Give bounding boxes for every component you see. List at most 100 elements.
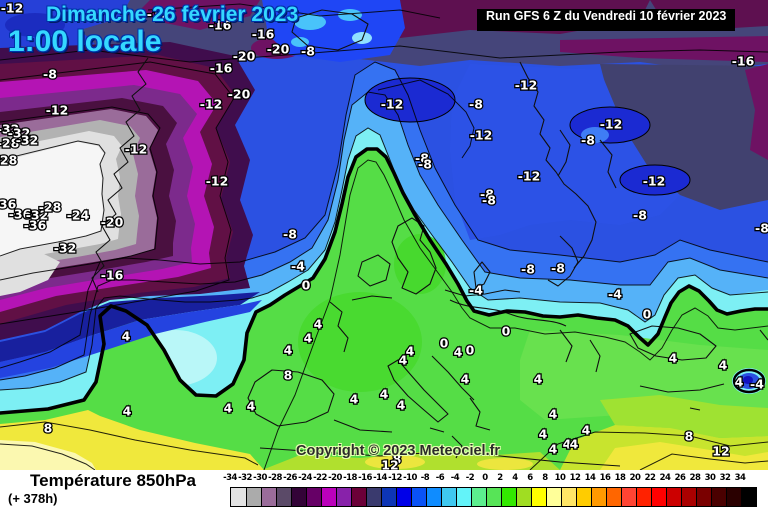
scale-swatch — [546, 488, 561, 506]
temperature-labels: -12 -16-16-20-8-12-16-20-12-12-16-20 -8-16… — [0, 0, 768, 471]
temp-label: -32 — [26, 208, 49, 223]
temp-label: 4 — [669, 351, 678, 366]
temp-label: -28 — [0, 153, 17, 168]
scale-tick: -12 — [388, 473, 402, 483]
temp-label: -36 — [0, 197, 17, 212]
temp-label: 4 — [284, 343, 293, 358]
temp-label: 0 — [440, 336, 449, 351]
temp-label: -12 — [46, 103, 69, 118]
scale-swatch — [276, 488, 291, 506]
scale-tick: 22 — [644, 473, 656, 483]
temp-label: -8 — [755, 221, 768, 236]
temp-label: 4 — [397, 398, 406, 413]
temp-label: -4 — [750, 377, 764, 392]
scale-swatch — [366, 488, 381, 506]
scale-swatch — [531, 488, 546, 506]
scale-tick: 16 — [599, 473, 611, 483]
scale-swatch — [651, 488, 666, 506]
scale-swatch — [321, 488, 336, 506]
temp-label: -8 — [551, 261, 565, 276]
temp-label: 4 — [570, 437, 579, 452]
scale-tick: -24 — [298, 473, 312, 483]
temp-label: -36 — [9, 207, 32, 222]
scale-tick: -20 — [328, 473, 342, 483]
temp-label: -12 — [1, 1, 24, 16]
scale-tick: -22 — [313, 473, 327, 483]
temp-label: 4 — [122, 329, 131, 344]
scale-swatch — [696, 488, 711, 506]
temp-label: -12 — [518, 169, 541, 184]
temp-label: -8 — [633, 208, 647, 223]
temp-label: -4 — [291, 259, 305, 274]
temp-label: -16 — [252, 27, 275, 42]
temp-label: 4 — [539, 427, 548, 442]
scale-swatch — [606, 488, 621, 506]
temperature-map-svg: -12 -16-16-20-8-12-16-20-12-12-16-20 -8-16… — [0, 0, 768, 470]
forecast-time: 1:00 locale — [8, 25, 162, 58]
scale-tick: 18 — [614, 473, 626, 483]
greenland-cold-core — [0, 42, 262, 378]
temp-label: 8 — [44, 421, 53, 436]
scale-tick: -2 — [465, 473, 475, 483]
temp-label: -16 — [147, 7, 170, 22]
temp-label: -8 — [418, 157, 432, 172]
temp-label: -8 — [301, 44, 315, 59]
scale-swatch — [561, 488, 576, 506]
temp-label: 4 — [563, 437, 572, 452]
map-title: Température 850hPa — [30, 471, 196, 490]
temp-label: -32 — [8, 126, 31, 141]
scale-tick: 6 — [527, 473, 533, 483]
scale-tick: 10 — [554, 473, 566, 483]
temp-label: -20 — [101, 215, 124, 230]
temp-label: -16 — [732, 54, 755, 69]
scale-swatch — [471, 488, 486, 506]
temp-label: -8 — [581, 133, 595, 148]
scale-swatch — [591, 488, 606, 506]
temp-label: -12 — [206, 174, 229, 189]
cold-pocket — [732, 368, 766, 394]
scale-swatch — [636, 488, 651, 506]
scale-tick: 26 — [674, 473, 686, 483]
temp-label: -8 — [482, 193, 496, 208]
scale-tick: -18 — [343, 473, 357, 483]
scale-swatch — [501, 488, 516, 506]
arctic-air-band — [0, 0, 768, 240]
temp-label: -12 — [381, 97, 404, 112]
temp-label: -12 — [470, 128, 493, 143]
temp-label: 4 — [314, 317, 323, 332]
lead-time: (+ 378h) — [8, 491, 58, 506]
scale-tick: -28 — [268, 473, 282, 483]
temp-label: -8 — [480, 187, 494, 202]
scale-tick: 4 — [512, 473, 518, 483]
scale-swatch — [441, 488, 456, 506]
scale-tick: -10 — [403, 473, 417, 483]
temp-label: -32 — [16, 133, 39, 148]
temp-label: 4 — [304, 331, 313, 346]
temp-label: -12 — [643, 174, 666, 189]
scale-swatch — [411, 488, 426, 506]
temp-label: -8 — [469, 97, 483, 112]
scale-tick: 14 — [584, 473, 596, 483]
temp-label: 0 — [466, 343, 475, 358]
temp-label: 12 — [712, 444, 729, 459]
scale-tick: -16 — [358, 473, 372, 483]
scale-swatch — [516, 488, 531, 506]
scale-swatch — [711, 488, 726, 506]
temp-label: -16 — [210, 61, 233, 76]
scale-tick: -26 — [283, 473, 297, 483]
temp-label: 4 — [454, 345, 463, 360]
scale-tick: 8 — [542, 473, 548, 483]
scale-tick: 32 — [719, 473, 731, 483]
warm-sector — [0, 149, 768, 470]
scale-swatch — [621, 488, 636, 506]
temp-label: 12 — [381, 458, 398, 471]
temp-label: -32 — [54, 241, 77, 256]
temp-label: -8 — [415, 151, 429, 166]
scale-tick: 2 — [497, 473, 503, 483]
zero-isotherm-line — [0, 147, 768, 415]
scale-tick: -32 — [238, 473, 252, 483]
isotherm-contours — [0, 3, 768, 470]
temp-label: 4 — [247, 399, 256, 414]
run-info-box: Run GFS 6 Z du Vendredi 10 février 2023 — [477, 9, 736, 31]
